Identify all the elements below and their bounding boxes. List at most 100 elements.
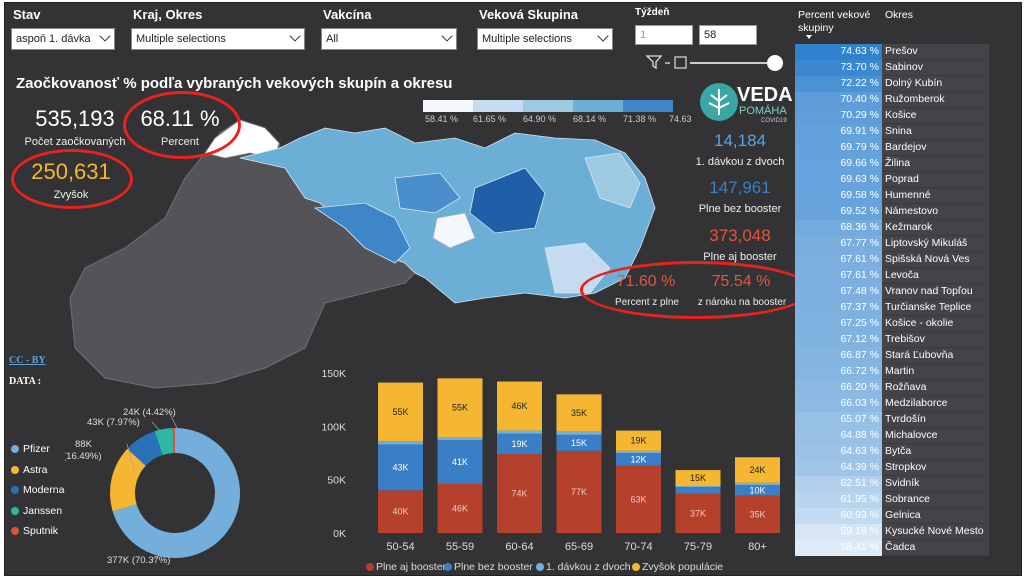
bar-segment[interactable] [616, 450, 661, 453]
bar-segment[interactable] [556, 431, 602, 435]
table-row[interactable]: 70.40 % Ružomberok [795, 91, 989, 108]
table-row[interactable]: 69.91 % Snina [795, 123, 989, 140]
legend-astra[interactable]: Astra [11, 460, 64, 481]
donut-slice-pfizer[interactable] [112, 428, 240, 558]
bar-segment[interactable] [497, 433, 542, 455]
stav-dropdown[interactable]: aspoň 1. dávka [11, 28, 115, 50]
bar-segment[interactable] [556, 434, 602, 451]
bar-segment[interactable] [378, 490, 423, 533]
table-row[interactable]: 67.77 % Liptovský Mikuláš [795, 235, 989, 252]
table-row[interactable]: 59.18 % Kysucké Nové Mesto [795, 523, 989, 540]
legend-pfizer[interactable]: Pfizer [11, 439, 64, 460]
week-from-input[interactable]: 1 [635, 25, 693, 45]
bar-segment[interactable] [616, 453, 661, 466]
bar-segment[interactable] [735, 457, 780, 483]
table-row[interactable]: 70.29 % Košice [795, 107, 989, 124]
district-kezmarok[interactable] [394, 172, 461, 214]
district-svidnik[interactable] [584, 152, 641, 209]
table-row[interactable]: 69.58 % Humenné [795, 187, 989, 204]
bar-segment[interactable] [437, 483, 483, 533]
table-row[interactable]: 68.36 % Kežmarok [795, 219, 989, 236]
donut-slice-moderna[interactable] [127, 431, 163, 466]
bar-segment[interactable] [378, 382, 423, 442]
table-row[interactable]: 65.07 % Tvrdošín [795, 411, 989, 428]
district-gelnica[interactable] [432, 212, 476, 249]
table-row[interactable]: 69.52 % Námestovo [795, 203, 989, 220]
table-row[interactable]: 74.63 % Prešov [795, 44, 989, 60]
legend-label[interactable]: Zvyšok populácie [642, 561, 723, 573]
bar-segment[interactable] [378, 444, 423, 491]
table-row[interactable]: 66.72 % Martin [795, 363, 989, 380]
bar-segment[interactable] [616, 430, 661, 451]
sort-desc-icon[interactable] [806, 35, 812, 39]
table-row[interactable]: 58.41 % Čadca [795, 539, 989, 556]
vakcina-dropdown[interactable]: All [321, 28, 457, 50]
legend-dot [11, 486, 19, 495]
focus-mode-icon[interactable] [674, 56, 687, 69]
legend-janssen[interactable]: Janssen [11, 501, 64, 522]
table-row[interactable]: 72.22 % Dolný Kubín [795, 75, 989, 92]
table-row[interactable]: 64.39 % Stropkov [795, 459, 989, 476]
table-row[interactable]: 67.37 % Turčianske Teplice [795, 299, 989, 316]
table-row[interactable]: 69.79 % Bardejov [795, 139, 989, 156]
table-row[interactable]: 67.12 % Trebišov [795, 331, 989, 348]
district-central[interactable] [313, 202, 411, 264]
bar-segment[interactable] [497, 381, 542, 431]
kraj-dropdown[interactable]: Multiple selections [131, 28, 305, 50]
table-row[interactable]: 61.95 % Sobrance [795, 491, 989, 508]
bar-segment[interactable] [675, 470, 721, 487]
table-row[interactable]: 67.61 % Spišská Nová Ves [795, 251, 989, 268]
bar-segment[interactable] [437, 378, 483, 437]
district-presov[interactable] [469, 167, 546, 234]
bar-segment[interactable] [556, 450, 602, 533]
donut-slice-janssen[interactable] [154, 428, 174, 455]
table-row[interactable]: 64.88 % Michalovce [795, 427, 989, 444]
bar-segment[interactable] [497, 454, 542, 533]
legend-label[interactable]: 1. dávkou z dvoch [546, 561, 631, 573]
bar-segment[interactable] [675, 487, 721, 494]
license-link[interactable]: CC - BY [9, 355, 46, 366]
week-slider[interactable] [645, 53, 785, 73]
bar-segment[interactable] [675, 493, 721, 533]
table-row[interactable]: 62.51 % Svidník [795, 475, 989, 492]
table-row[interactable]: 66.20 % Rožňava [795, 379, 989, 396]
table-row[interactable]: 69.63 % Poprad [795, 171, 989, 188]
bar-segment[interactable] [735, 482, 780, 485]
table-row[interactable]: 66.03 % Medzilaborce [795, 395, 989, 412]
age-group-bar-chart[interactable]: 0K 50K 100K 150K 40K 43K 55K 50-54 46K 41K 55K 55-5… [310, 361, 795, 576]
legend-sputnik[interactable]: Sputnik [11, 521, 64, 542]
table-header-okres[interactable]: Okres [885, 9, 914, 21]
filter-icon[interactable] [645, 55, 663, 70]
vekova-dropdown[interactable]: Multiple selections [477, 28, 613, 50]
bar-segment[interactable] [437, 437, 483, 441]
table-row[interactable]: 64.63 % Bytča [795, 443, 989, 460]
table-row[interactable]: 67.25 % Košice - okolie [795, 315, 989, 332]
table-row[interactable]: 66.87 % Stará Ľubovňa [795, 347, 989, 364]
bar-segment[interactable] [437, 440, 483, 484]
bar-segment[interactable] [735, 495, 780, 533]
legend-moderna[interactable]: Moderna [11, 480, 64, 501]
week-to-input[interactable]: 58 [699, 25, 757, 45]
row-percent: 67.37 % [795, 299, 882, 316]
slider-handle[interactable] [767, 55, 783, 71]
donut-slice-astra[interactable] [110, 448, 146, 512]
bar-segment[interactable] [675, 486, 721, 488]
table-row[interactable]: 73.70 % Sabinov [795, 59, 989, 76]
table-row[interactable]: 69.66 % Žilina [795, 155, 989, 172]
bar-segment[interactable] [497, 430, 542, 434]
bar-segment[interactable] [616, 465, 661, 533]
legend-dot [11, 465, 19, 474]
vaccine-donut-chart[interactable]: 377K (70.37%) 88K(16.49%) 43K (7.97%)24K (… [65, 403, 315, 573]
bar-segment[interactable] [378, 441, 423, 445]
bar-segment[interactable] [556, 394, 602, 432]
row-percent: 67.61 % [795, 267, 882, 284]
table-row[interactable]: 60.93 % Gelnica [795, 507, 989, 524]
bar-segment[interactable] [735, 485, 780, 496]
row-percent: 69.91 % [795, 123, 882, 140]
table-row[interactable]: 67.48 % Vranov nad Topľou [795, 283, 989, 300]
donut-slice-sputnik[interactable] [172, 428, 175, 454]
legend-label[interactable]: Plne aj booster [376, 561, 447, 573]
table-header-pct[interactable]: Percent vekové skupiny [798, 9, 871, 34]
table-row[interactable]: 67.61 % Levoča [795, 267, 989, 284]
legend-label[interactable]: Plne bez booster [454, 561, 533, 573]
